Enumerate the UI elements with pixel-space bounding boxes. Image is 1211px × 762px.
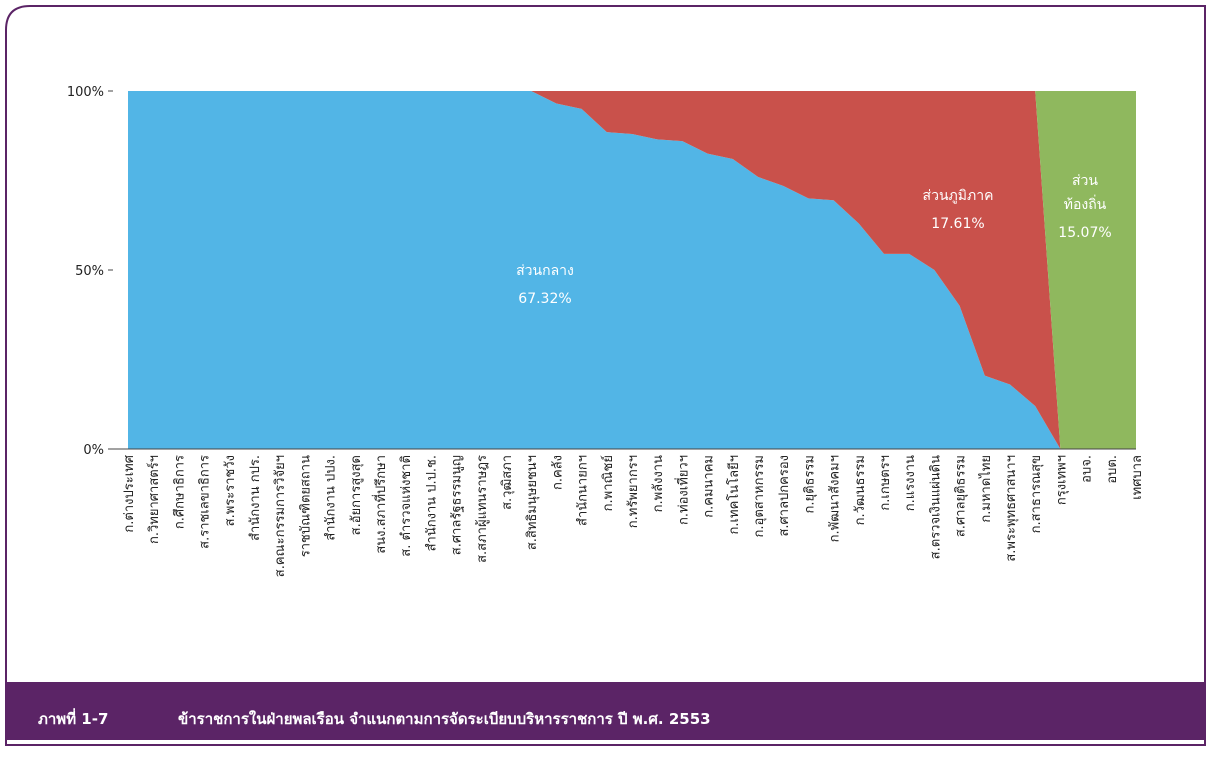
- x-tick-label: ก.แรงงาน: [903, 455, 918, 511]
- x-tick-label: ส.วุฒิสภา: [500, 455, 515, 510]
- x-tick-label: ก.พลังงาน: [651, 455, 666, 513]
- x-tick-label: ส.คณะกรรมการวิจัยฯ: [273, 455, 288, 577]
- x-tick-label: ก.เกษตรฯ: [878, 455, 893, 511]
- x-tick-label: ก.วิทยาศาสตร์ฯ: [146, 455, 162, 544]
- y-tick-label: 0%: [83, 443, 104, 458]
- x-tick-label: กรุงเทพฯ: [1054, 455, 1069, 505]
- x-tick-label: ส.พระราชวัง: [223, 455, 238, 526]
- caption-number: ภาพที่ 1-7: [38, 708, 108, 728]
- x-tick-label: ส. ตำรวจแห่งชาติ: [399, 455, 414, 557]
- x-tick-label: ส.ราชเลขาธิการ: [198, 455, 213, 549]
- x-tick-label: ก.มหาดไทย: [978, 455, 994, 523]
- series-label: ส่วน: [1072, 173, 1098, 189]
- x-tick-label: สำนักงาน กปร.: [248, 455, 263, 541]
- x-tick-label: ก.ยุติธรรม: [802, 455, 817, 514]
- x-tick-label: ส.ศาลยุติธรรม: [954, 455, 969, 537]
- caption-band: [6, 682, 1205, 740]
- x-tick-label: ก.ท่องเที่ยวฯ: [674, 455, 691, 525]
- x-tick-label: สำนักงาน ป.ป.ช.: [424, 455, 439, 551]
- x-tick-label: ก.สาธารณสุข: [1029, 455, 1044, 533]
- series-label: ส่วนภูมิภาค: [923, 188, 994, 204]
- x-tick-label: ส.พระพุทธศาสนาฯ: [1004, 455, 1019, 562]
- y-tick-label: 50%: [75, 264, 104, 279]
- x-tick-label: อบต.: [1105, 455, 1120, 484]
- x-tick-label: ก.วัฒนธรรม: [853, 455, 868, 525]
- x-tick-label: ส.สภาผู้แทนราษฎร: [475, 455, 490, 563]
- y-tick-label: 100%: [67, 85, 104, 100]
- x-tick-label: ก.ศึกษาธิการ: [172, 455, 187, 529]
- x-tick-label: ก.อุตสาหกรรม: [752, 455, 767, 537]
- x-tick-label: ก.คมนาคม: [702, 455, 717, 518]
- share-label: 67.32%: [518, 291, 571, 307]
- x-tick-label: ก.พัฒนาสังคมฯ: [828, 455, 843, 542]
- x-tick-label: ราชบัณฑิตยสถาน: [298, 455, 313, 557]
- x-tick-label: ก.ทรัพยากรฯ: [626, 455, 641, 528]
- x-tick-label: สนง.สภาที่ปรึกษา: [372, 455, 389, 554]
- series-label: ส่วนกลาง: [516, 263, 574, 279]
- area: [128, 91, 1136, 449]
- x-tick-label: อบจ.: [1080, 455, 1095, 483]
- x-tick-label: ก.เทคโนโลยีฯ: [726, 455, 742, 534]
- x-tick-label: ส.ศาลปกครอง: [777, 455, 792, 537]
- x-tick-label: เทศบาล: [1130, 455, 1145, 500]
- x-tick-label: ก.ต่างประเทศ: [122, 454, 137, 532]
- x-tick-label: ส.อัยการสูงสุด: [349, 455, 364, 535]
- x-tick-label: ส.สิทธิมนุษยชนฯ: [525, 455, 540, 550]
- x-tick-label: ส.ตรวจเงินแผ่นดิน: [928, 455, 943, 559]
- series-label: ท้องถิ่น: [1064, 195, 1107, 213]
- caption-text: ข้าราชการในฝ่ายพลเรือน จำแนกตามการจัดระเ…: [178, 710, 711, 728]
- x-tick-label: ก.พาณิชย์: [600, 455, 616, 511]
- x-tick-label: สำนักงาน ปปง.: [324, 455, 339, 541]
- x-tick-label: ก.คลัง: [550, 455, 565, 490]
- share-label: 15.07%: [1058, 225, 1111, 241]
- x-tick-label: สำนักนายกฯ: [576, 455, 591, 526]
- x-tick-label: ส.ศาลรัฐธรรมนูญ: [450, 455, 465, 555]
- area: [128, 91, 1136, 449]
- share-label: 17.61%: [931, 216, 984, 232]
